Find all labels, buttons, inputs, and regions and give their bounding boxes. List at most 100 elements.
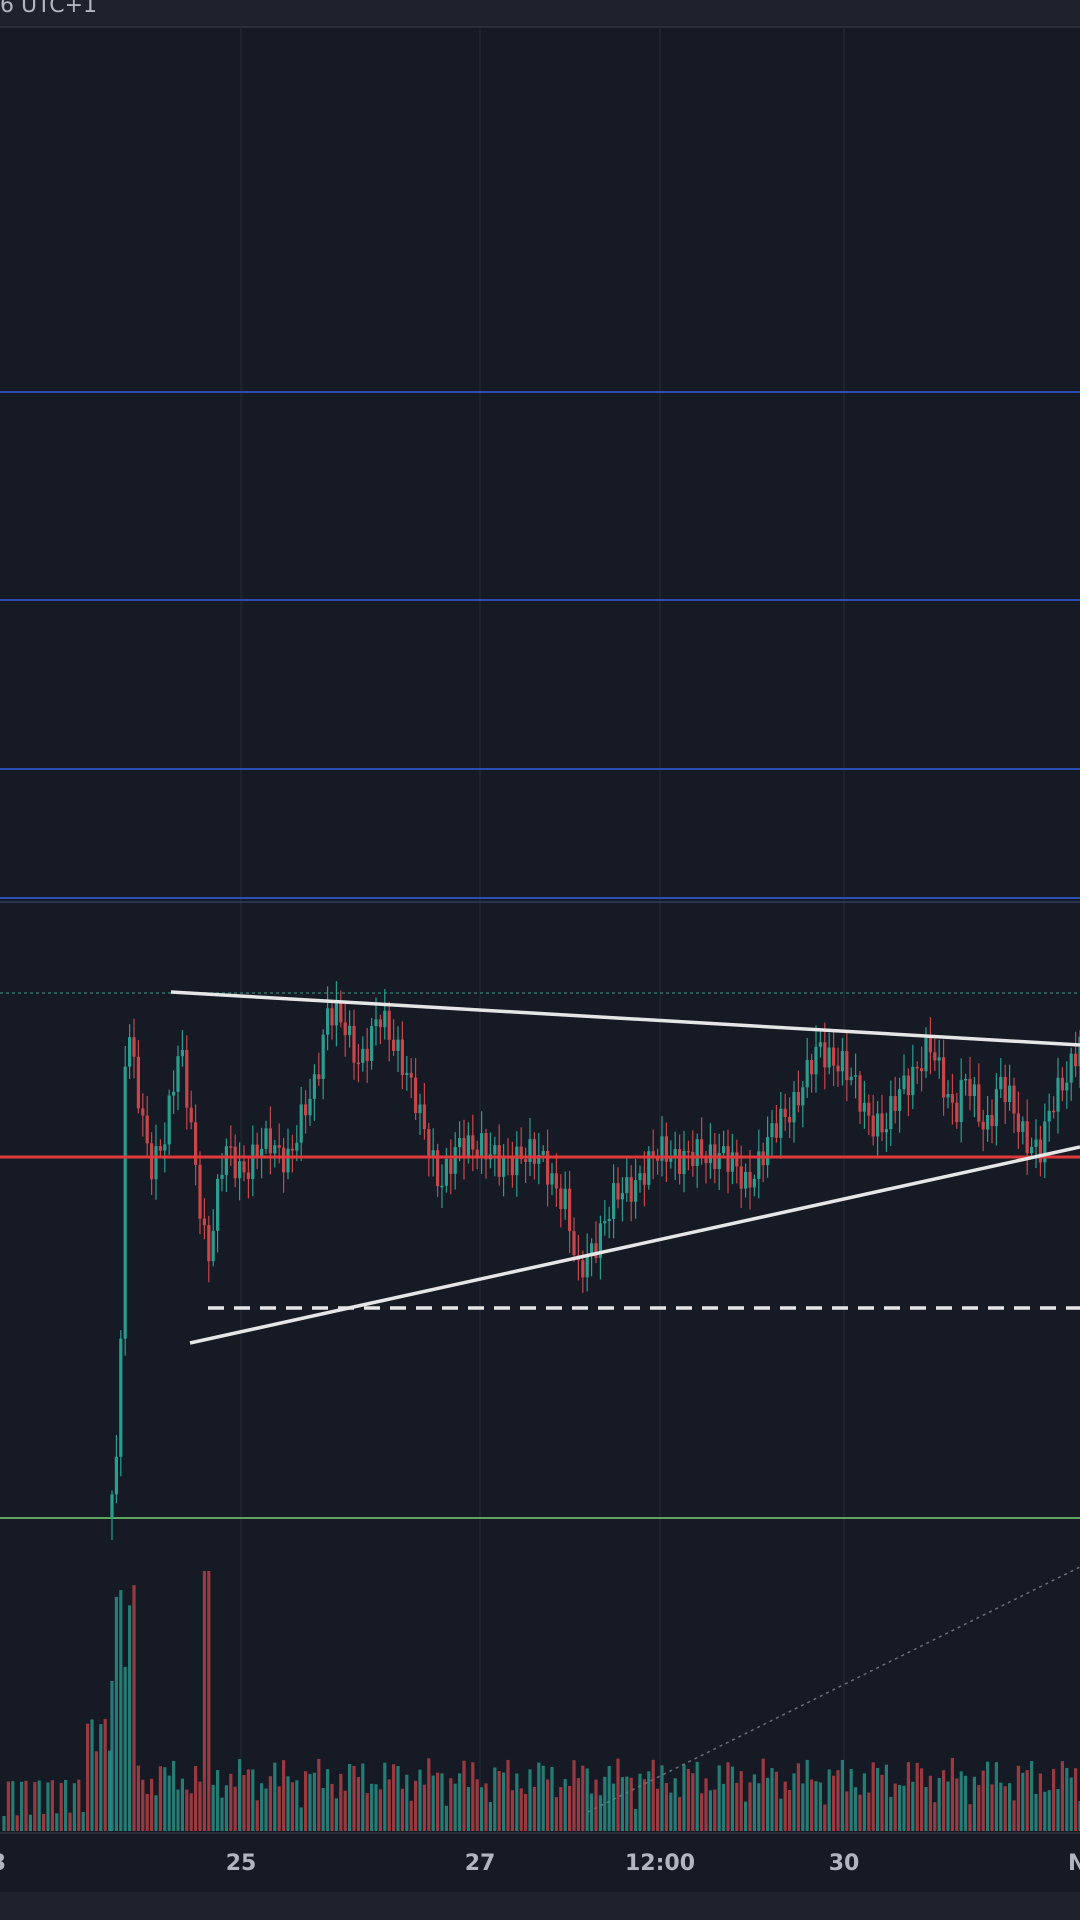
candle-body (950, 1094, 954, 1103)
volume-bar (638, 1773, 642, 1831)
volume-bar (348, 1764, 352, 1831)
candle-body (334, 1002, 338, 1026)
candle-body (141, 1108, 145, 1116)
candle-body (202, 1218, 206, 1226)
candle-body (502, 1156, 506, 1177)
volume-bar (990, 1784, 994, 1831)
volume-bar (532, 1786, 536, 1831)
candle-body (664, 1136, 668, 1162)
candle-body (114, 1456, 118, 1495)
candle-body (959, 1080, 963, 1123)
volume-bar (475, 1779, 479, 1831)
candle-body (462, 1138, 466, 1159)
volume-bar (308, 1773, 312, 1831)
candle-body (568, 1188, 572, 1232)
candle-body (528, 1139, 532, 1162)
volume-bar (436, 1772, 440, 1831)
candle-body (818, 1042, 822, 1047)
candle-body (695, 1139, 699, 1166)
candle-body (365, 1048, 369, 1061)
candle-body (189, 1107, 193, 1123)
volume-bar (99, 1724, 103, 1831)
candle-body (110, 1494, 114, 1518)
volume-bar (1034, 1793, 1038, 1831)
candle-body (475, 1149, 479, 1157)
volume-bar (810, 1779, 814, 1831)
volume-bar (871, 1762, 875, 1831)
candle-body (845, 1051, 849, 1081)
candle-body (594, 1243, 598, 1258)
candle-body (348, 1025, 352, 1036)
volume-bar (748, 1782, 752, 1831)
candle-body (972, 1084, 976, 1097)
candle-body (418, 1104, 422, 1114)
candle-body (554, 1173, 558, 1189)
volume-bar (629, 1777, 633, 1831)
candle-body (598, 1223, 602, 1258)
volume-bar (968, 1804, 972, 1831)
candle-body (396, 1039, 400, 1051)
candle-body (207, 1225, 211, 1262)
candle-body (924, 1037, 928, 1072)
volume-bar (704, 1778, 708, 1831)
candle-body (409, 1072, 413, 1078)
candle-body (1038, 1139, 1042, 1163)
volume-bar (242, 1775, 246, 1831)
volume-bar (334, 1798, 338, 1831)
candle-body (172, 1091, 176, 1096)
candle-body (128, 1037, 132, 1067)
candle-body (682, 1150, 686, 1174)
candle-body (497, 1145, 501, 1177)
volume-bar (1043, 1791, 1047, 1831)
candle-body (510, 1158, 514, 1176)
volume-bar (634, 1808, 638, 1831)
volume-bar (581, 1765, 585, 1831)
candle-body (246, 1172, 250, 1180)
candle-body (590, 1243, 594, 1256)
volume-bar (766, 1777, 770, 1831)
volume-bar (554, 1797, 558, 1831)
volume-bar (717, 1765, 721, 1831)
volume-bar (594, 1779, 598, 1831)
volume-bar (493, 1767, 497, 1831)
volume-bar (572, 1760, 576, 1831)
volume-bar (849, 1769, 853, 1831)
volume-bar (607, 1766, 611, 1831)
volume-bar (37, 1780, 41, 1831)
volume-bar (612, 1783, 616, 1831)
volume-bar (268, 1776, 272, 1831)
volume-bar (651, 1759, 655, 1831)
volume-bar (211, 1784, 215, 1831)
candle-body (132, 1037, 136, 1057)
volume-bar (326, 1769, 330, 1831)
candle-body (1074, 1053, 1078, 1067)
volume-bar (343, 1790, 347, 1831)
volume-bar (915, 1762, 919, 1831)
candle-body (625, 1177, 629, 1194)
volume-bar (1021, 1772, 1025, 1831)
candle-body (871, 1115, 875, 1137)
volume-bar (1003, 1786, 1007, 1831)
volume-bar (550, 1766, 554, 1831)
candle-body (383, 1010, 387, 1028)
volume-bar (158, 1766, 162, 1831)
candle-body (704, 1157, 708, 1164)
volume-bar (603, 1776, 607, 1831)
volume-bar (735, 1782, 739, 1831)
volume-bar (576, 1778, 580, 1831)
candle-body (920, 1068, 924, 1072)
volume-bar (620, 1777, 624, 1831)
candle-body (167, 1095, 171, 1145)
candle-body (766, 1137, 770, 1166)
volume-bar (515, 1773, 519, 1831)
volume-bar (669, 1792, 673, 1831)
volume-bar (220, 1797, 224, 1831)
candle-body (898, 1089, 902, 1111)
volume-bar (1016, 1765, 1020, 1831)
volume-bar (90, 1719, 94, 1831)
candle-body (752, 1178, 756, 1188)
candle-body (986, 1115, 990, 1130)
volume-bar (642, 1779, 646, 1831)
volume-bar (46, 1782, 50, 1831)
volume-bar (902, 1785, 906, 1831)
